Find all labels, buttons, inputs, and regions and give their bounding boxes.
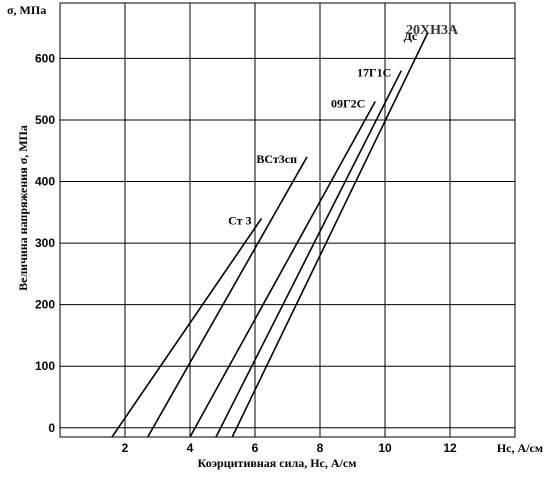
x-tick-label: 12 bbox=[443, 441, 457, 455]
y-tick-label: 400 bbox=[35, 175, 55, 189]
series-labels: Ст 3 ВСт3сп 09Г2С 17Г1С Дс bbox=[228, 29, 418, 228]
y-axis-top-label: σ, МПа bbox=[7, 3, 46, 17]
x-tick-label: 8 bbox=[317, 441, 324, 455]
series-line bbox=[111, 218, 263, 438]
y-tick-label: 300 bbox=[35, 236, 55, 250]
x-tick-label: 6 bbox=[252, 441, 259, 455]
series-line bbox=[215, 70, 402, 438]
grid bbox=[60, 3, 515, 437]
x-axis-label: Коэрцитивная сила, Hc, А/см bbox=[198, 456, 357, 470]
x-tick-label: 4 bbox=[187, 441, 194, 455]
series-label: 09Г2С bbox=[331, 96, 365, 110]
series-line bbox=[231, 33, 428, 438]
series-label: Ст 3 bbox=[228, 213, 251, 227]
y-axis-label: Величина напряжения σ, МПа bbox=[16, 125, 30, 291]
plot-frame bbox=[59, 2, 516, 438]
series-line bbox=[147, 156, 308, 438]
y-tick-label: 500 bbox=[35, 113, 55, 127]
tick-labels: 2 4 6 8 10 12 0 100 200 300 400 500 600 bbox=[35, 51, 457, 455]
series-label: ВСт3сп bbox=[256, 152, 297, 166]
y-tick-label: 200 bbox=[35, 298, 55, 312]
series-label: 17Г1С bbox=[357, 66, 391, 80]
x-tick-label: 10 bbox=[378, 441, 392, 455]
y-tick-label: 0 bbox=[48, 421, 55, 435]
x-axis-right-label: Hc, А/см bbox=[497, 441, 543, 455]
series-label: Дс bbox=[404, 29, 418, 43]
series-lines bbox=[111, 33, 428, 438]
x-tick-label: 2 bbox=[122, 441, 129, 455]
y-tick-label: 600 bbox=[35, 51, 55, 65]
series-line bbox=[189, 101, 376, 438]
y-tick-label: 100 bbox=[35, 359, 55, 373]
chart-title: 20ХН3А bbox=[406, 23, 459, 38]
